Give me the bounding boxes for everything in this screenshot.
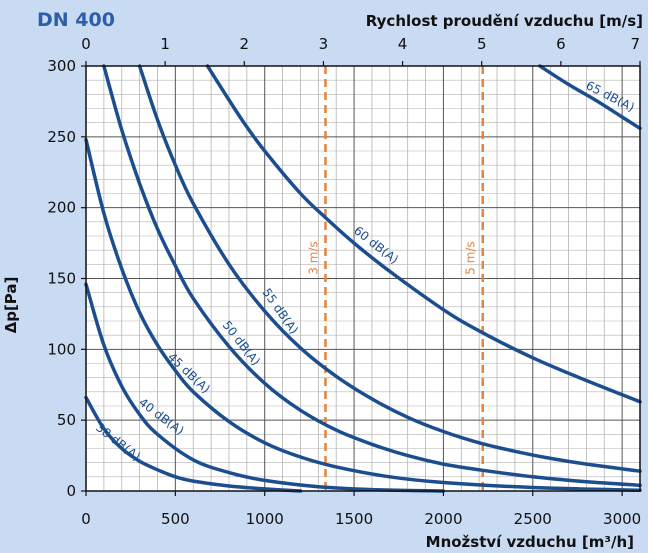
y-axis-label: Δp[Pa] — [2, 277, 20, 334]
curves — [84, 64, 642, 493]
x-tick-label: 0 — [81, 510, 91, 528]
y-tick-label: 150 — [47, 270, 76, 288]
x-tick-label: 1000 — [246, 510, 284, 528]
y-tick-label: 250 — [47, 128, 76, 146]
x2-tick-label: 4 — [398, 35, 408, 53]
curve-series — [84, 137, 642, 493]
x2-tick-label: 1 — [160, 35, 170, 53]
velocity-line-label: 5 m/s — [464, 241, 478, 274]
curve-series — [205, 64, 642, 404]
x-tick-label: 2000 — [424, 510, 462, 528]
velocity-line-label: 3 m/s — [306, 241, 320, 274]
x-tick-label: 1500 — [335, 510, 373, 528]
x-tick-label: 3000 — [603, 510, 641, 528]
y-tick-label: 100 — [47, 340, 76, 358]
x-tick-label: 2500 — [514, 510, 552, 528]
curve-series — [137, 64, 642, 473]
y-tick-label: 300 — [47, 57, 76, 75]
top-axis-label: Rychlost proudění vzduchu [m/s] — [366, 12, 643, 30]
velocity-lines: 3 m/s 5 m/s — [306, 66, 484, 491]
curve-series — [538, 64, 642, 131]
curve-series — [84, 395, 303, 493]
bottom-axis-label: Množství vzduchu [m³/h] — [426, 533, 634, 551]
axis-ticks: 0 500 1000 1500 2000 2500 30000501001502002503… — [47, 35, 641, 528]
chart-title: DN 400 — [37, 9, 115, 31]
x2-tick-label: 7 — [630, 35, 640, 53]
y-tick-label: 0 — [66, 482, 76, 500]
curve-series — [102, 64, 642, 488]
x2-tick-label: 3 — [319, 35, 329, 53]
x2-tick-label: 5 — [477, 35, 487, 53]
x2-tick-label: 2 — [240, 35, 250, 53]
x-tick-label: 500 — [161, 510, 190, 528]
y-tick-label: 200 — [47, 199, 76, 217]
x2-tick-label: 0 — [81, 35, 91, 53]
y-tick-label: 50 — [57, 411, 76, 429]
curve-series — [84, 282, 446, 493]
x2-tick-label: 6 — [556, 35, 566, 53]
